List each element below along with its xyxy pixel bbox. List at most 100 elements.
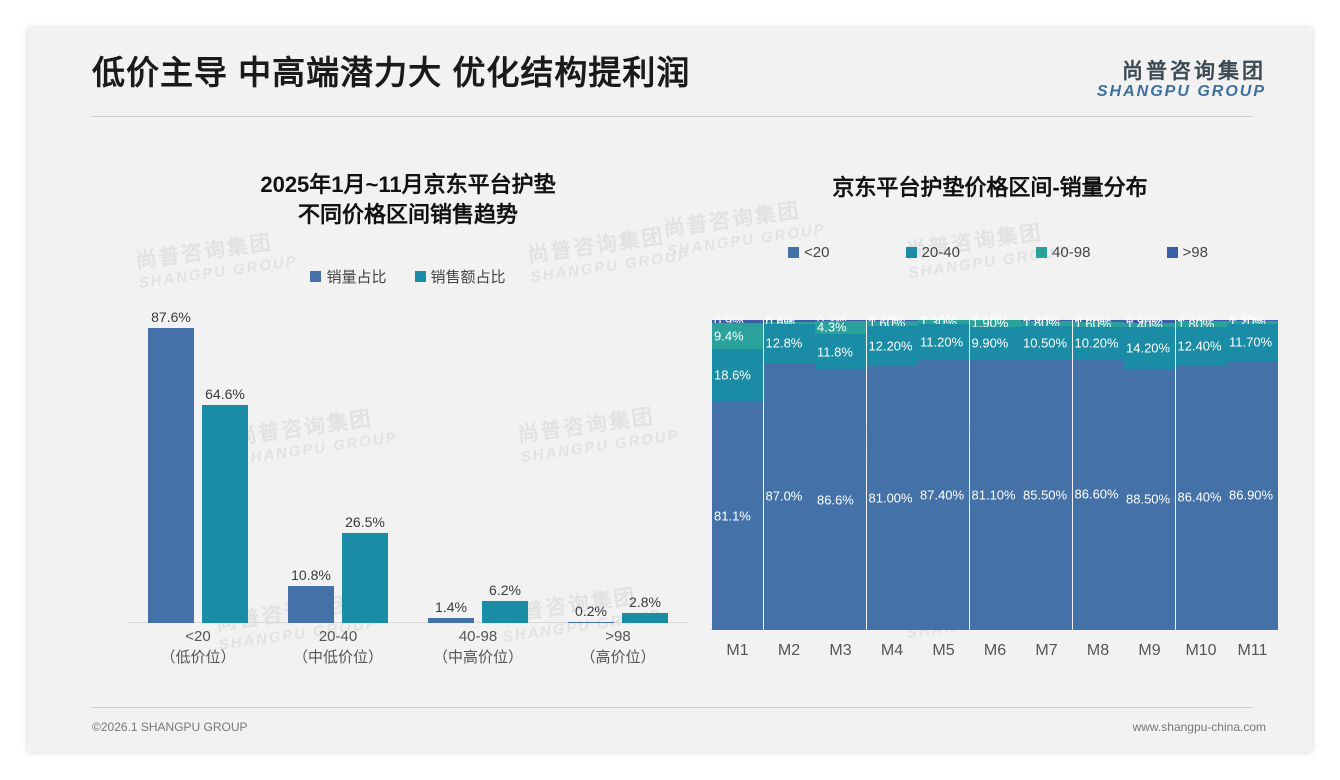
stacked-bar-column[interactable]: 0.20%1.20%11.70%86.90%: [1227, 313, 1278, 630]
bar-sales-amount[interactable]: [342, 533, 388, 623]
stack-segment-label: 4.3%: [817, 319, 847, 335]
bar-value-label: 10.8%: [291, 567, 331, 583]
bar-group: 10.8% 26.5%: [268, 313, 408, 623]
stack-segment-label: 81.1%: [714, 508, 751, 524]
stack-segment[interactable]: 88.50%: [1124, 368, 1175, 630]
right-chart-title: 京东平台护垫价格区间-销量分布: [832, 175, 1148, 200]
legend-item-sales-volume[interactable]: 销量占比: [310, 266, 387, 287]
stack-segment[interactable]: 86.6%: [815, 369, 866, 630]
stack-segment-label: 14.20%: [1126, 340, 1171, 356]
legend-item-under-20[interactable]: <20: [788, 244, 829, 261]
brand-logo: 尚普咨询集团 SHANGPU GROUP: [1097, 60, 1266, 101]
legend-item-sales-amount[interactable]: 销售额占比: [414, 266, 506, 287]
legend-swatch-icon: [788, 247, 799, 258]
stack-segment[interactable]: 87.0%: [763, 362, 815, 630]
legend-label: 40-98: [1052, 244, 1091, 261]
stack-segment[interactable]: 81.00%: [866, 365, 918, 630]
legend-item-40-98[interactable]: 40-98: [1036, 244, 1090, 261]
bar-sales-volume[interactable]: [148, 328, 194, 623]
stack-segment[interactable]: 86.40%: [1175, 364, 1227, 630]
stack-segment[interactable]: 10.50%: [1021, 326, 1072, 360]
stack-segment[interactable]: 9.90%: [969, 326, 1021, 360]
right-stacked-bar-chart: 0.9%9.4%18.6%81.1%0.6%0.6%12.8%87.0%0.3%…: [710, 313, 1278, 674]
category-label: 20-40: [318, 627, 358, 645]
stack-segment-label: 86.60%: [1074, 486, 1119, 502]
x-axis-category: <20 （低价位）: [128, 626, 268, 670]
legend-swatch-icon: [1166, 247, 1178, 258]
x-axis-category-label: M6: [983, 642, 1007, 659]
stacked-bar-column[interactable]: 0.6%0.6%12.8%87.0%: [763, 313, 815, 630]
stack-segment[interactable]: 87.40%: [918, 359, 969, 630]
legend-swatch-icon: [414, 271, 426, 282]
bar-column[interactable]: 6.2%: [482, 313, 528, 623]
stack-segment[interactable]: 10.20%: [1072, 326, 1124, 359]
stack-segment[interactable]: 9.4%: [712, 322, 763, 350]
stack-segment[interactable]: 12.40%: [1175, 326, 1227, 365]
stack-segment[interactable]: 12.8%: [763, 323, 815, 363]
stacked-bar-column[interactable]: 0.20%1.80%10.50%85.50%: [1021, 313, 1072, 630]
category-sublabel: （低价位）: [160, 649, 236, 667]
bar-value-label: 0.2%: [575, 603, 607, 619]
stack-segment[interactable]: 12.20%: [866, 325, 918, 366]
stack-segment[interactable]: 11.20%: [918, 324, 969, 360]
stacked-bar-column[interactable]: 0.10%1.30%11.20%87.40%: [918, 313, 969, 630]
legend-swatch-icon: [310, 271, 322, 282]
stack-segment[interactable]: 86.60%: [1072, 358, 1124, 630]
bar-sales-volume[interactable]: [428, 618, 474, 623]
bar-sales-amount[interactable]: [482, 601, 528, 623]
bar-value-label: 1.4%: [435, 599, 467, 615]
x-axis-category-label: M10: [1185, 642, 1217, 659]
stacked-bar-column[interactable]: 0.90% 1.40% 14.20% 88.50%: [1124, 314, 1175, 630]
bar-column[interactable]: 0.2%: [568, 313, 614, 623]
x-axis-category: 40-98 （中高价位）: [408, 626, 548, 670]
legend-label: >98: [1182, 244, 1208, 261]
stacked-bar-column[interactable]: 0.20%1.60%12.20%81.00%: [866, 313, 918, 630]
stack-segment[interactable]: 81.10%: [969, 359, 1021, 630]
bar-sales-volume[interactable]: [288, 586, 334, 623]
stacked-bar-column[interactable]: 0.9% 9.4% 18.6% 81.1%: [712, 314, 763, 630]
bar-sales-amount[interactable]: [622, 613, 668, 623]
bar-column[interactable]: 64.6%: [202, 313, 248, 623]
stack-segment-label: 18.6%: [714, 367, 751, 383]
left-chart-axis-line: [128, 622, 688, 623]
bar-column[interactable]: 1.4%: [428, 313, 474, 623]
bar-value-label: 87.6%: [151, 309, 191, 325]
bar-sales-volume[interactable]: [568, 622, 614, 623]
stack-segment[interactable]: 81.1%: [712, 401, 763, 630]
bar-group: 87.6% 64.6%: [128, 309, 268, 623]
stack-segment[interactable]: 11.70%: [1227, 324, 1278, 361]
left-grouped-bar-chart: 87.6% 64.6% <20 （低价位） 10.8% 26.5% 20-: [128, 309, 688, 673]
x-axis-category: >98 （高价位）: [548, 626, 688, 670]
left-chart-title-line1: 2025年1月~11月京东平台护垫: [260, 172, 556, 197]
bar-column[interactable]: 87.6%: [148, 309, 194, 623]
stack-segment[interactable]: 18.6%: [712, 349, 763, 402]
bar-column[interactable]: 26.5%: [342, 313, 388, 623]
stack-segment[interactable]: 11.8%: [815, 333, 866, 370]
stacked-bar-column[interactable]: 0.60%1.60%10.20%86.60%: [1072, 313, 1124, 630]
bar-column[interactable]: 2.8%: [622, 313, 668, 623]
footer-website[interactable]: www.shangpu-china.com: [1132, 720, 1266, 734]
stack-segment[interactable]: 14.20%: [1124, 326, 1175, 369]
legend-item-20-40[interactable]: 20-40: [905, 244, 960, 261]
bar-column[interactable]: 10.8%: [288, 313, 334, 623]
stacked-bar-column[interactable]: 0.40%1.80%12.40%86.40%: [1175, 313, 1227, 630]
bar-value-label: 6.2%: [489, 582, 521, 598]
stacked-bar-column[interactable]: 0.3%4.3%11.8%86.6%: [815, 313, 866, 630]
bar-sales-amount[interactable]: [202, 405, 248, 623]
stack-segment[interactable]: 4.3%: [815, 319, 866, 335]
right-chart-legend: <20 20-40 40-98 >98: [788, 244, 1208, 261]
stack-segment[interactable]: 86.90%: [1227, 360, 1278, 630]
category-label: >98: [605, 627, 631, 645]
bar-group: 1.4% 6.2%: [408, 313, 548, 623]
legend-label: 20-40: [921, 244, 960, 261]
stack-segment-label: 85.50%: [1023, 487, 1068, 503]
stacked-bar-column[interactable]: 0.10%1.90%9.90%81.10%: [969, 313, 1021, 630]
stack-segment-label: 86.40%: [1177, 489, 1222, 505]
logo-english-text: SHANGPU GROUP: [1096, 83, 1266, 101]
stack-segment-label: 87.0%: [765, 488, 803, 504]
legend-label: 销量占比: [326, 269, 387, 286]
stack-segment[interactable]: 85.50%: [1021, 359, 1072, 630]
legend-item-over-98[interactable]: >98: [1166, 244, 1208, 261]
left-chart-title: 2025年1月~11月京东平台护垫 不同价格区间销售趋势: [128, 170, 688, 229]
stack-segment-label: 11.70%: [1229, 334, 1273, 350]
